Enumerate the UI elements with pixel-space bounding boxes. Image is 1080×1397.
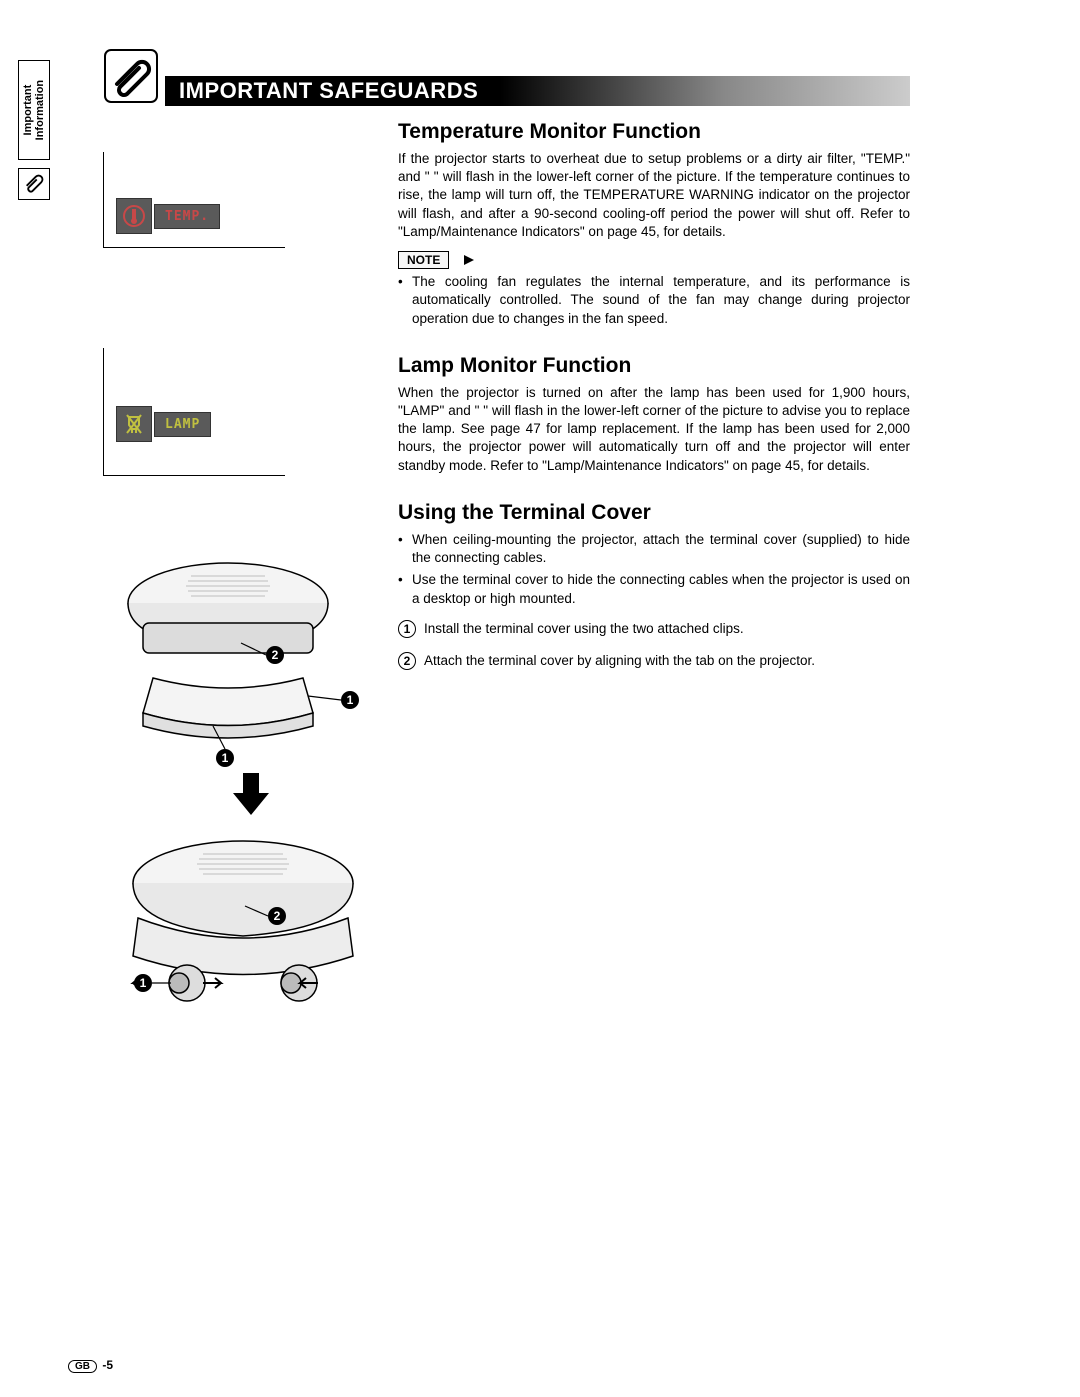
terminal-bullet-2: Use the terminal cover to hide the conne… xyxy=(398,571,910,607)
heading-temperature: Temperature Monitor Function xyxy=(398,120,910,144)
terminal-bullets: When ceiling-mounting the projector, att… xyxy=(398,531,910,608)
terminal-steps: 1 Install the terminal cover using the tw… xyxy=(398,620,910,670)
svg-text:1: 1 xyxy=(140,976,147,990)
body-temperature: If the projector starts to overheat due … xyxy=(398,150,910,241)
side-tab-important-info: Important Information xyxy=(18,60,50,160)
footer-region: GB xyxy=(68,1360,97,1373)
heading-terminal: Using the Terminal Cover xyxy=(398,501,910,525)
svg-text:2: 2 xyxy=(272,648,279,662)
terminal-bullet-1: When ceiling-mounting the projector, att… xyxy=(398,531,910,567)
svg-text:1: 1 xyxy=(222,751,229,765)
svg-text:2: 2 xyxy=(274,909,281,923)
side-clip-icon xyxy=(18,168,50,200)
diagram-temp-osd: TEMP. xyxy=(103,152,285,248)
note-bullet-1: The cooling fan regulates the internal t… xyxy=(398,273,910,328)
step-num-2: 2 xyxy=(398,652,416,670)
page-footer: GB -5 xyxy=(68,1358,113,1373)
temp-warning-icon xyxy=(116,198,152,234)
osd-lamp-box: LAMP xyxy=(116,406,211,442)
osd-temp-box: TEMP. xyxy=(116,198,220,234)
osd-temp-label: TEMP. xyxy=(154,204,220,229)
heading-lamp: Lamp Monitor Function xyxy=(398,354,910,378)
svg-text:1: 1 xyxy=(347,693,354,707)
section-terminal: Using the Terminal Cover When ceiling-mo… xyxy=(398,501,910,670)
body-lamp: When the projector is turned on after th… xyxy=(398,384,910,475)
footer-page: -5 xyxy=(102,1358,113,1372)
osd-lamp-label: LAMP xyxy=(154,412,211,437)
projector-terminal-cover-illustration: 2 1 1 2 1 xyxy=(103,548,383,1048)
note-label: NOTE xyxy=(398,251,449,269)
side-tab-line2: Information xyxy=(34,80,46,141)
section-temperature: Temperature Monitor Function If the proj… xyxy=(398,120,910,328)
side-tab-line1: Important xyxy=(22,85,34,136)
terminal-step-2: 2 Attach the terminal cover by aligning w… xyxy=(398,652,910,670)
main-content: Temperature Monitor Function If the proj… xyxy=(398,120,910,696)
diagram-lamp-osd: LAMP xyxy=(103,348,285,476)
step-num-1: 1 xyxy=(398,620,416,638)
note-bullets: The cooling fan regulates the internal t… xyxy=(398,273,910,328)
step-text-2: Attach the terminal cover by aligning wi… xyxy=(424,653,815,668)
header-bar: IMPORTANT SAFEGUARDS xyxy=(165,76,910,106)
lamp-warning-icon xyxy=(116,406,152,442)
step-text-1: Install the terminal cover using the two… xyxy=(424,621,744,636)
section-lamp: Lamp Monitor Function When the projector… xyxy=(398,354,910,475)
header-title: IMPORTANT SAFEGUARDS xyxy=(179,78,478,104)
header-clip-icon xyxy=(103,48,159,104)
side-tab-text: Important Information xyxy=(22,80,46,141)
terminal-step-1: 1 Install the terminal cover using the tw… xyxy=(398,620,910,638)
